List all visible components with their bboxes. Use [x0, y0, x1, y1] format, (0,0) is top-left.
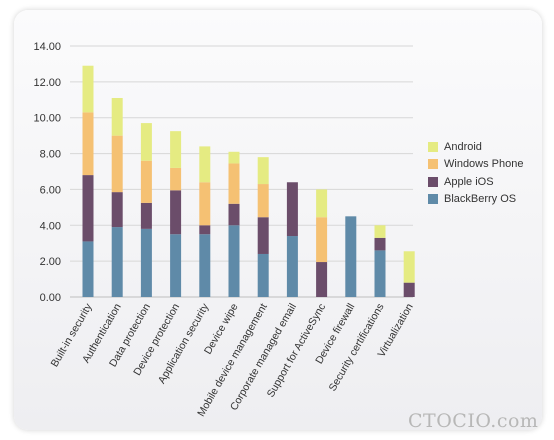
bar-segment: [228, 225, 240, 297]
chart-panel: [14, 10, 542, 430]
bar-segment: [199, 225, 211, 235]
y-tick-label: 12.00: [33, 77, 61, 89]
bar-segment: [345, 216, 357, 297]
bar-segment: [316, 189, 328, 218]
bar-segment: [170, 190, 182, 235]
legend-label: Windows Phone: [444, 158, 524, 171]
legend-swatch: [428, 141, 438, 152]
bar-segment: [82, 112, 94, 176]
x-tick-label: Security certifications: [327, 302, 387, 394]
y-tick-label: 2.00: [40, 256, 61, 268]
bar-segment: [286, 236, 298, 297]
legend-swatch: [428, 176, 438, 187]
bar-segment: [170, 167, 182, 191]
bar-segment: [82, 241, 94, 297]
bar-segment: [228, 151, 240, 164]
bar-segment: [82, 175, 94, 242]
bar-segment: [257, 253, 269, 297]
bar-segment: [228, 203, 240, 226]
bar-segment: [111, 227, 123, 297]
y-tick-label: 0.00: [40, 292, 61, 304]
legend-item: Windows Phone: [428, 156, 524, 174]
bar-segment: [140, 160, 152, 203]
bar-segment: [286, 182, 298, 237]
y-tick-label: 8.00: [40, 149, 61, 161]
bar-segment: [111, 135, 123, 193]
bar-segment: [374, 237, 386, 251]
legend-label: BlackBerry OS: [444, 193, 517, 206]
legend-swatch: [428, 194, 438, 205]
bar-segment: [82, 65, 94, 113]
bar-segment: [257, 157, 269, 185]
bar-segment: [170, 131, 182, 168]
bar-segment: [316, 262, 328, 297]
chart-legend: Android Windows Phone Apple iOS BlackBerry …: [428, 138, 524, 208]
y-tick-label: 4.00: [40, 220, 61, 232]
bar-segment: [111, 192, 123, 228]
bar-segment: [199, 146, 211, 183]
bar-segment: [257, 184, 269, 218]
watermark: CTOCIO.com: [408, 410, 539, 432]
y-tick-label: 14.00: [33, 41, 61, 53]
bar-segment: [170, 234, 182, 297]
bar-segment: [257, 217, 269, 254]
bar-segment: [316, 217, 328, 263]
bar-segment: [374, 225, 386, 238]
bar-segment: [374, 250, 386, 297]
bar-segment: [140, 202, 152, 229]
bar-segment: [199, 234, 211, 297]
legend-item: BlackBerry OS: [428, 191, 524, 209]
y-tick-label: 6.00: [40, 184, 61, 196]
legend-label: Android: [444, 140, 482, 153]
legend-swatch: [428, 159, 438, 170]
y-tick-label: 10.00: [33, 113, 61, 125]
bar-segment: [111, 97, 123, 136]
legend-item: Android: [428, 138, 524, 156]
bar-segment: [403, 251, 415, 283]
bar-segment: [140, 123, 152, 161]
bar-segment: [199, 182, 211, 226]
legend-label: Apple iOS: [444, 175, 494, 188]
bar-segment: [403, 282, 415, 297]
legend-item: Apple iOS: [428, 173, 524, 191]
bar-segment: [228, 163, 240, 204]
bar-segment: [140, 228, 152, 297]
